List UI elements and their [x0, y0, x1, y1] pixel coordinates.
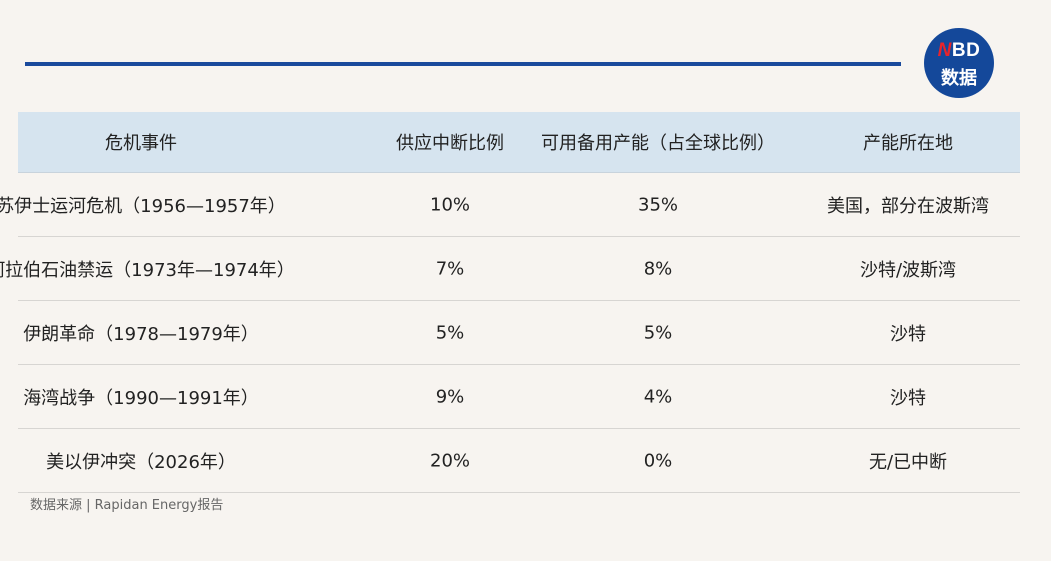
table-header: 危机事件 供应中断比例 可用备用产能（占全球比例） 产能所在地: [18, 112, 1020, 173]
table-row: 伊朗革命（1978—1979年） 5% 5% 沙特: [18, 301, 1020, 365]
header-cell: 可用备用产能（占全球比例）: [541, 133, 775, 154]
table-cell: 20%: [429, 450, 471, 471]
source-note: 数据来源 | Rapidan Energy报告: [30, 498, 224, 513]
table-row: 阿拉伯石油禁运（1973年—1974年） 7% 8% 沙特/波斯湾: [0, 237, 1020, 301]
table-cell: 沙特: [890, 387, 926, 409]
table-cell: 9%: [435, 386, 465, 407]
table-cell: 4%: [643, 386, 673, 407]
table-cell: 美国，部分在波斯湾: [827, 195, 989, 217]
table-cell: 美以伊冲突（2026年）: [46, 451, 236, 473]
table-cell: 沙特/波斯湾: [859, 259, 957, 281]
logo-cn: 数据: [941, 68, 977, 89]
table-cell: 35%: [637, 194, 679, 215]
table-cell: 5%: [643, 322, 673, 343]
table-cell: 沙特: [890, 323, 926, 345]
table-cell: 0%: [643, 450, 673, 471]
table-cell: 苏伊士运河危机（1956—1957年）: [0, 195, 286, 217]
table-cell: 7%: [435, 258, 465, 279]
table-row: 海湾战争（1990—1991年） 9% 4% 沙特: [18, 365, 1020, 429]
table-row: 苏伊士运河危机（1956—1957年） 10% 35% 美国，部分在波斯湾: [0, 173, 1020, 237]
table-cell: 伊朗革命（1978—1979年）: [23, 323, 259, 345]
table-cell: 5%: [435, 322, 465, 343]
header-cell: 危机事件: [105, 133, 177, 154]
table-cell: 8%: [643, 258, 673, 279]
logo-n: N: [937, 40, 952, 61]
header-cell: 产能所在地: [863, 133, 953, 154]
data-table: 危机事件 供应中断比例 可用备用产能（占全球比例） 产能所在地 苏伊士运河危机（…: [0, 112, 1020, 493]
table-row: 美以伊冲突（2026年） 20% 0% 无/已中断: [18, 429, 1020, 493]
title-rule: [25, 62, 901, 66]
table-cell: 阿拉伯石油禁运（1973年—1974年）: [0, 259, 295, 281]
table-cell: 海湾战争（1990—1991年）: [23, 387, 259, 409]
header-cell: 供应中断比例: [396, 133, 504, 154]
table-cell: 10%: [429, 194, 471, 215]
logo-bd: BD: [951, 40, 981, 61]
table-cell: 无/已中断: [868, 451, 948, 473]
nbd-logo: NBD 数据: [924, 28, 994, 98]
